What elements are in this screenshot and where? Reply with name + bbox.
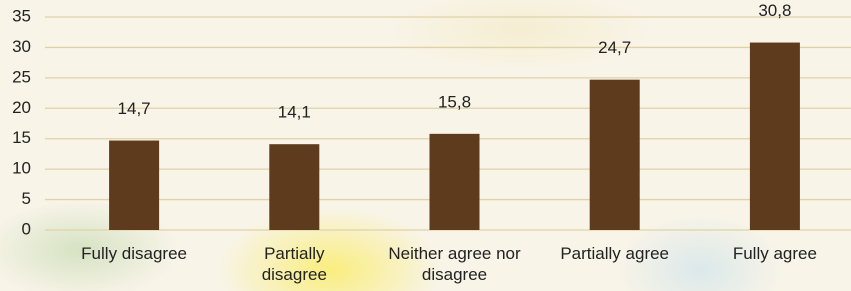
x-tick-label: Partially agree [560, 243, 670, 264]
bar [109, 141, 159, 230]
x-tick-label: Fully agree [700, 243, 850, 264]
x-tick-label: Neither agree nor disagree [387, 243, 522, 285]
value-label: 30,8 [758, 1, 791, 20]
value-label: 24,7 [598, 38, 631, 57]
y-tick-label: 30 [12, 37, 31, 56]
value-label: 15,8 [438, 92, 471, 111]
y-tick-label: 0 [22, 219, 31, 238]
bar [590, 80, 640, 230]
bar [750, 43, 800, 230]
value-label: 14,7 [118, 99, 151, 118]
x-tick-label: Partially disagree [239, 243, 349, 285]
value-label: 14,1 [278, 103, 311, 122]
bar [430, 134, 480, 230]
bar [269, 144, 319, 230]
y-tick-label: 20 [12, 98, 31, 117]
y-tick-label: 5 [22, 189, 31, 208]
y-tick-label: 15 [12, 128, 31, 147]
y-tick-label: 35 [12, 6, 31, 25]
x-tick-label: Fully disagree [59, 243, 209, 264]
y-tick-label: 25 [12, 67, 31, 86]
y-tick-label: 10 [12, 159, 31, 178]
chart-container: 0 5 10 15 20 25 30 35 14,7 14,1 15,8 24,7 30,8 Fully… [0, 0, 851, 291]
